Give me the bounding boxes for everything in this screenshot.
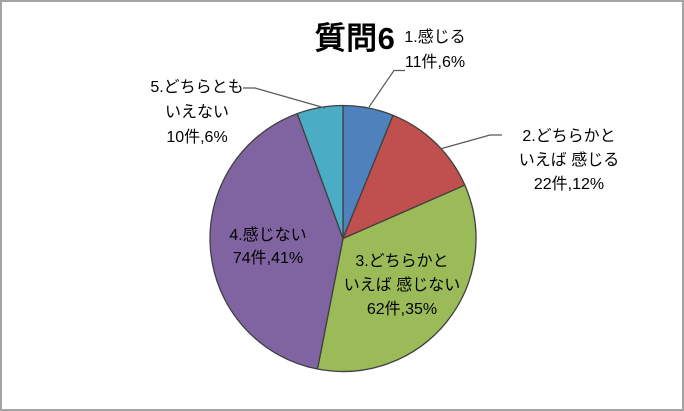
pie-label-value: 11件,6%	[404, 54, 466, 71]
pie-label-slice2: 2.どちらかと いえば 感じる 22件,12%	[489, 125, 649, 197]
pie-label-value: 62件,35%	[366, 301, 438, 318]
pie-label-line: 4.感じない	[229, 227, 307, 244]
pie-label-slice1: 1.感じる 11件,6%	[375, 25, 495, 75]
pie-slice-3[interactable]	[316, 184, 477, 373]
pie-label-line: 1.感じる	[404, 29, 466, 46]
pie-label-line: いえば 感じる	[518, 152, 620, 169]
pie-label-value: 10件,6%	[166, 129, 228, 146]
pie-label-line: 2.どちらかと	[522, 128, 616, 145]
leader-line-slice1	[368, 69, 405, 108]
pie-label-slice5: 5.どちらとも いえない 10件,6%	[127, 75, 267, 150]
pie-slice-5[interactable]	[296, 104, 344, 240]
pie-label-line: いえば 感じない	[343, 277, 461, 294]
pie-label-line: 3.どちらかと	[355, 253, 449, 270]
pie-slice-4[interactable]	[209, 112, 344, 370]
pie-label-line: いえない	[164, 104, 229, 121]
pie-label-value: 22件,12%	[533, 176, 605, 193]
pie-label-value: 74件,41%	[232, 250, 304, 267]
chart-title: 質問6	[314, 21, 396, 56]
pie-label-slice3: 3.どちらかと いえば 感じない 62件,35%	[322, 250, 482, 322]
pie	[209, 104, 477, 373]
pie-slice-2[interactable]	[342, 114, 466, 240]
leader-line-slice5	[243, 87, 326, 109]
pie-label-slice4: 4.感じない 74件,41%	[198, 224, 338, 270]
leader-line-slice2	[439, 134, 502, 150]
pie-label-line: 5.どちらとも	[150, 79, 244, 96]
